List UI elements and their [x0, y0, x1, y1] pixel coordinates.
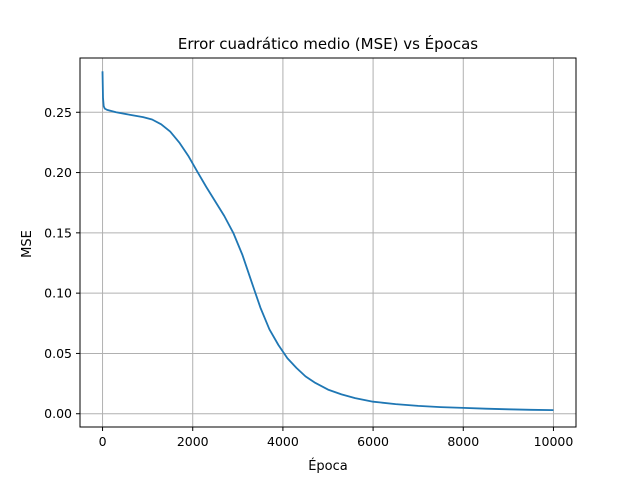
y-tick-label: 0.15	[44, 225, 72, 240]
plot-area	[101, 71, 554, 411]
y-tick-label: 0.25	[44, 105, 72, 120]
y-tick-label: 0.05	[44, 346, 72, 361]
y-tick-label: 0.10	[44, 286, 72, 301]
x-tick-label: 0	[99, 434, 107, 449]
x-tick-label: 10000	[534, 434, 574, 449]
y-tick-label: 0.00	[44, 406, 72, 421]
y-axis-label: MSE	[20, 230, 35, 258]
x-tick-label: 4000	[267, 434, 299, 449]
x-tick-label: 6000	[357, 434, 389, 449]
chart-title: Error cuadrático medio (MSE) vs Épocas	[178, 34, 478, 53]
x-tick-label: 8000	[447, 434, 479, 449]
mse-series-line	[101, 71, 554, 411]
x-axis-label: Época	[308, 458, 348, 474]
y-tick-label: 0.20	[44, 165, 72, 180]
grid-lines	[80, 58, 576, 427]
y-axis-ticks: 0.00 0.05 0.10 0.15 0.20 0.25	[44, 105, 80, 421]
x-axis-ticks: 0 2000 4000 6000 8000 10000	[99, 427, 574, 449]
x-tick-label: 2000	[177, 434, 209, 449]
axes-frame	[79, 57, 577, 428]
